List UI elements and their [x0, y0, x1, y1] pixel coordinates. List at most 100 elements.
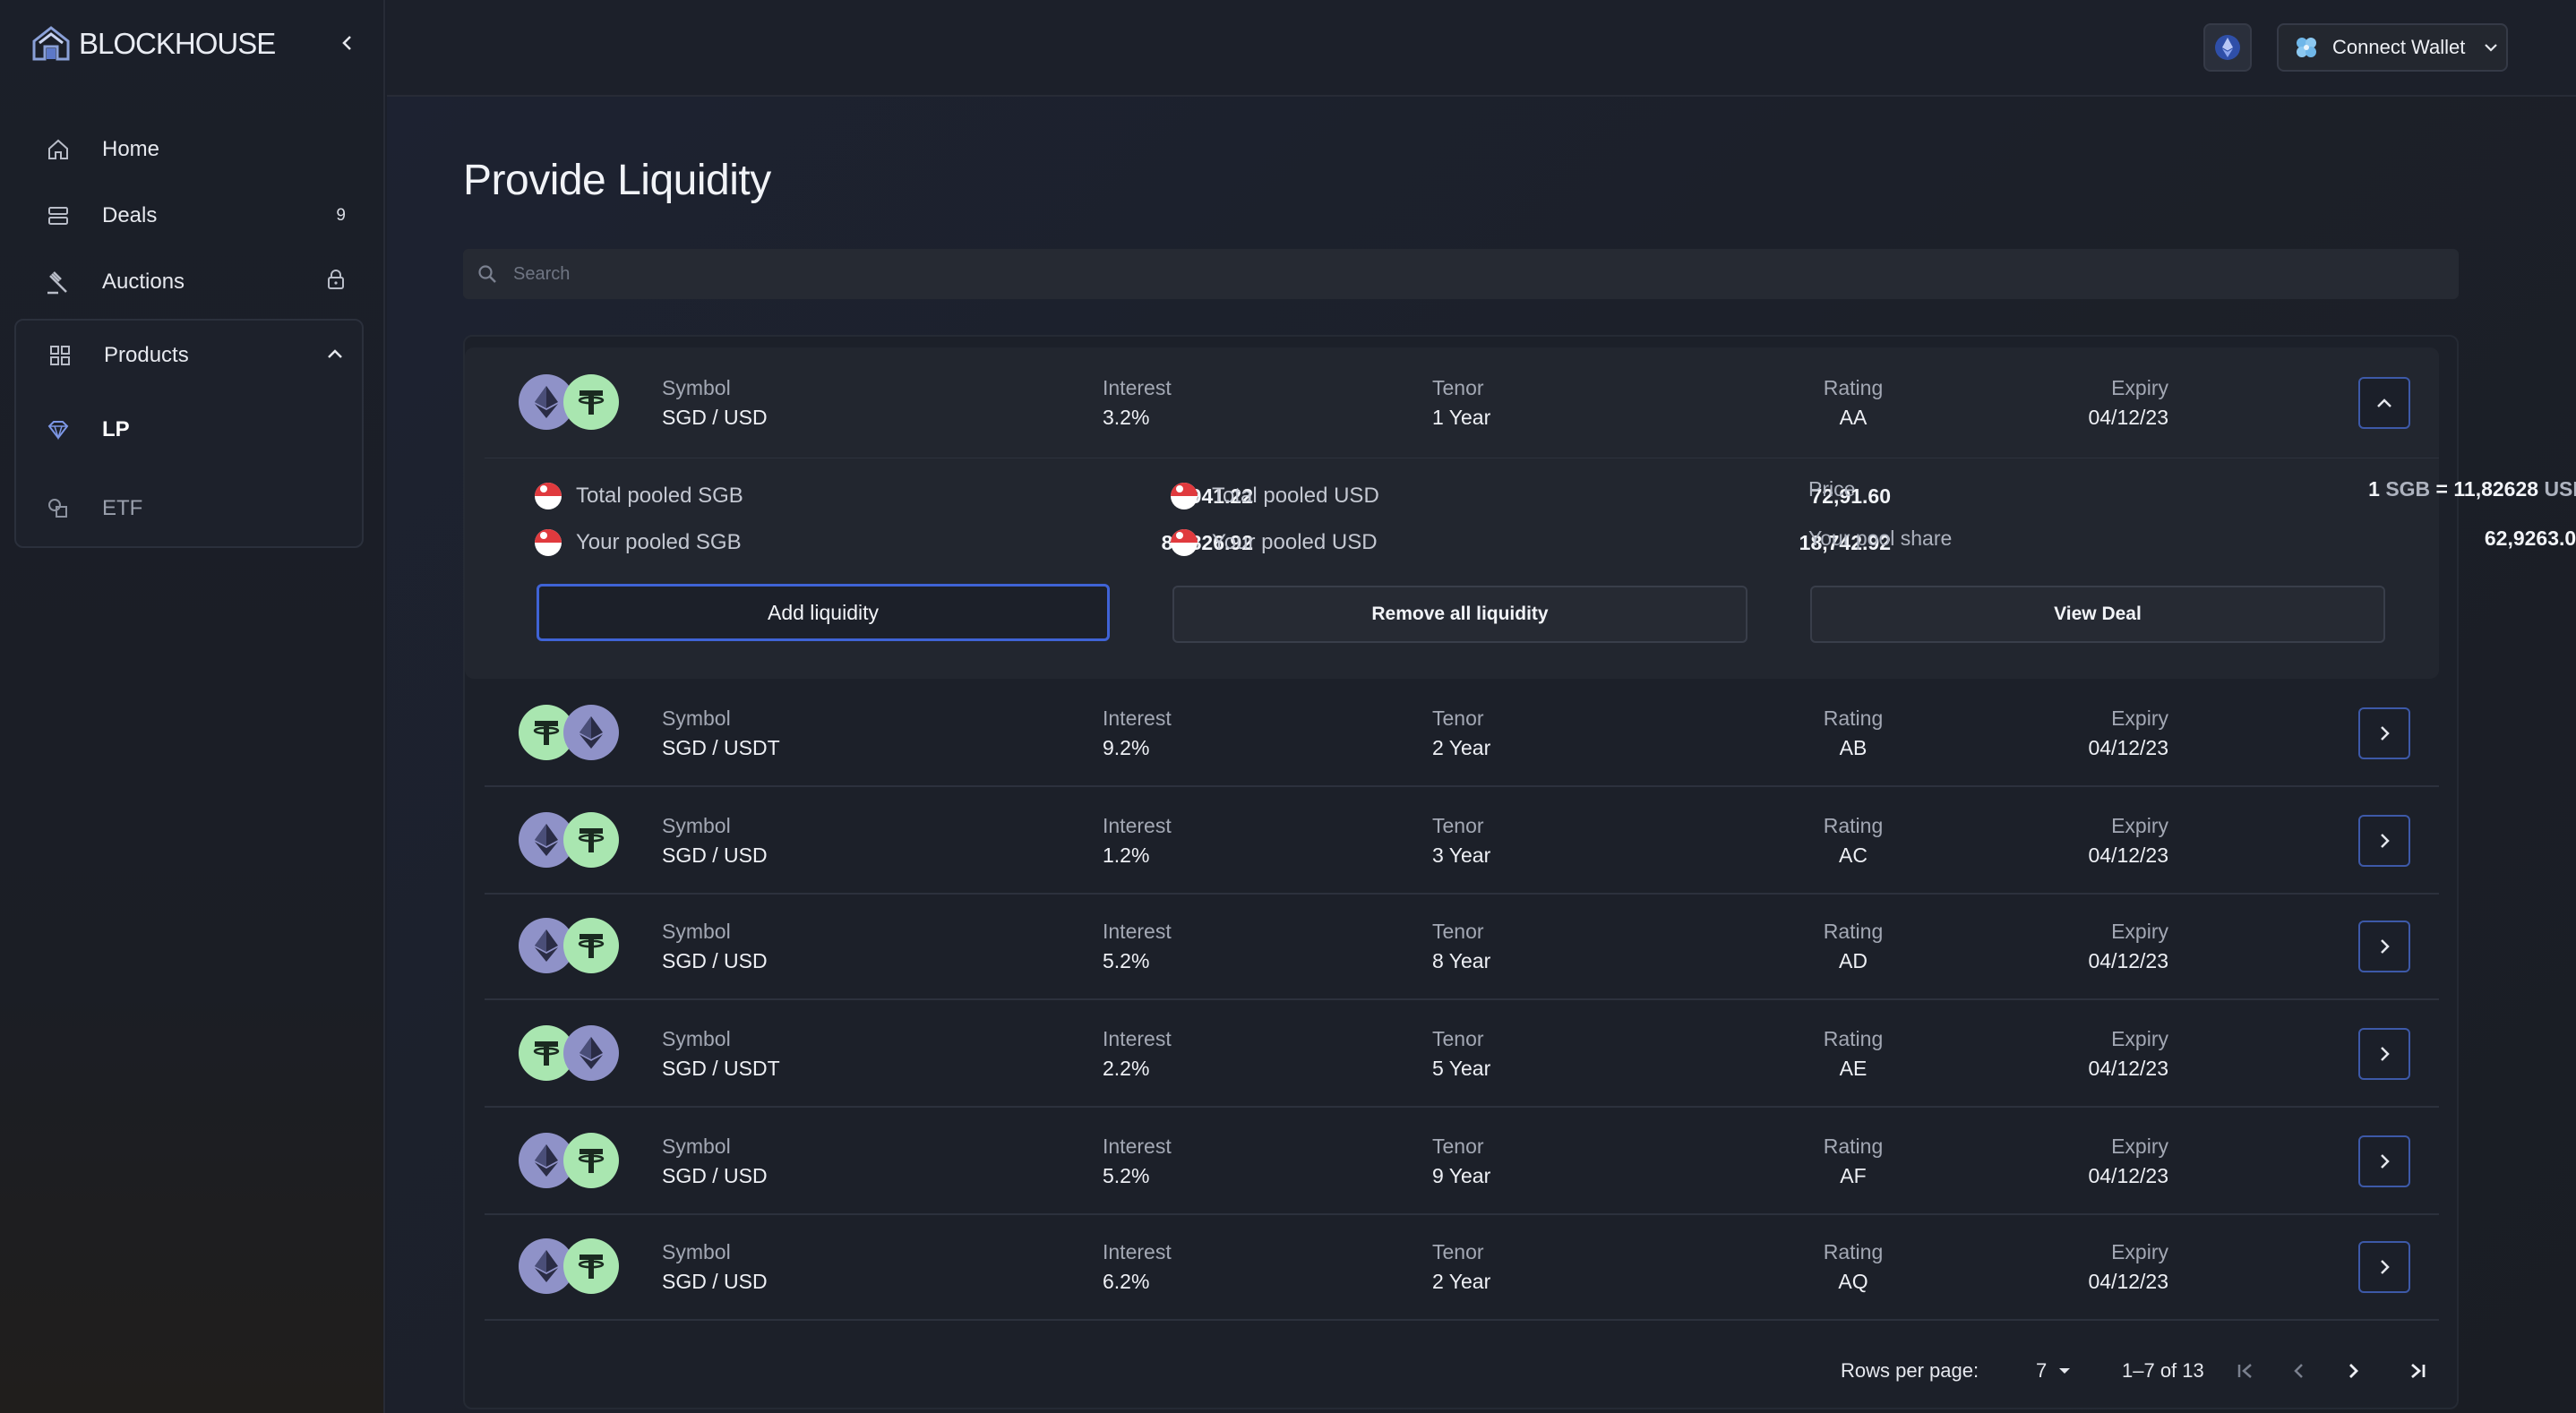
- connect-wallet-button[interactable]: Connect Wallet: [2277, 23, 2508, 72]
- rows-per-page-select[interactable]: 7: [2036, 1359, 2072, 1383]
- tenor-cell: Tenor 2 Year: [1432, 1240, 1490, 1294]
- pool-share-value: 62,9263.01: [2484, 527, 2576, 550]
- expiry-value: 04/12/23: [2088, 1057, 2168, 1080]
- expanded-pool-row: Symbol SGD / USD Interest 3.2% Tenor 1 Y…: [465, 347, 2576, 679]
- sidebar-item-auctions[interactable]: Auctions: [14, 249, 364, 315]
- chevron-right-icon: [2381, 1047, 2390, 1061]
- sidebar-item-lp[interactable]: LP: [16, 390, 362, 469]
- rating-cell: Rating AB: [1798, 706, 1909, 760]
- sidebar-item-home[interactable]: Home: [14, 116, 364, 183]
- expand-row-button[interactable]: [2358, 921, 2410, 972]
- logo[interactable]: BLOCKHOUSE: [30, 23, 276, 64]
- expiry-label: Expiry: [2111, 375, 2168, 399]
- symbol-value: SGD / USD: [662, 1164, 768, 1187]
- coin-pair: [519, 1025, 626, 1083]
- interest-value: 5.2%: [1103, 1164, 1150, 1187]
- tether-coin-icon: [563, 1238, 619, 1294]
- rating-cell: Rating AQ: [1798, 1240, 1909, 1294]
- search-bar[interactable]: [463, 249, 2459, 299]
- symbol-cell: Symbol SGD / USDT: [662, 1027, 780, 1081]
- expand-row-button[interactable]: [2358, 1241, 2410, 1293]
- tenor-cell: Tenor 9 Year: [1432, 1135, 1490, 1188]
- rating-value: AD: [1839, 949, 1868, 972]
- rating-cell: Rating AD: [1798, 920, 1909, 973]
- expiry-label: Expiry: [2111, 1135, 2168, 1158]
- products-group: Products LP ETF: [14, 319, 364, 548]
- house-logo-icon: [32, 26, 70, 61]
- expand-row-button[interactable]: [2358, 1028, 2410, 1080]
- table-row[interactable]: Symbol SGD / USD Interest 1.2% Tenor 3 Y…: [485, 789, 2439, 895]
- rows-per-page-label: Rows per page:: [1841, 1359, 1979, 1382]
- ethereum-coin-icon: [519, 812, 574, 868]
- chevron-right-icon: [2381, 1260, 2390, 1274]
- symbol-cell: Symbol SGD / USD: [662, 814, 768, 868]
- rating-cell: Rating AE: [1798, 1027, 1909, 1081]
- symbol-label: Symbol: [662, 1027, 731, 1050]
- rating-cell: Rating AA: [1798, 376, 1909, 430]
- symbol-value: SGD / USD: [662, 949, 768, 972]
- last-page-icon: [2411, 1363, 2426, 1379]
- sidebar-item-label: Deals: [102, 203, 158, 227]
- table-row[interactable]: Symbol SGD / USDT Interest 2.2% Tenor 5 …: [485, 1002, 2439, 1108]
- table-row[interactable]: Symbol SGD / USD Interest 6.2% Tenor 2 Y…: [485, 1215, 2439, 1321]
- tenor-label: Tenor: [1432, 1027, 1484, 1050]
- search-icon: [478, 265, 496, 283]
- expand-row-button[interactable]: [2358, 707, 2410, 759]
- tether-coin-icon: [563, 918, 619, 973]
- price-unit-sgb: SGB: [2385, 477, 2431, 501]
- topbar: Connect Wallet: [387, 0, 2576, 97]
- tenor-value: 1 Year: [1432, 405, 1491, 429]
- interest-label: Interest: [1103, 706, 1172, 730]
- total-pooled-usd-value: 72,91.60: [1810, 484, 1891, 508]
- interest-cell: Interest 2.2%: [1103, 1027, 1172, 1081]
- chevron-right-icon: [2381, 834, 2390, 848]
- table-row[interactable]: Symbol SGD / USD Interest 3.2% Tenor 1 Y…: [485, 347, 2439, 458]
- symbol-value: SGD / USDT: [662, 1057, 780, 1080]
- shapes-icon: [45, 495, 72, 522]
- gavel-icon: [45, 269, 72, 295]
- first-page-button[interactable]: [2228, 1353, 2263, 1389]
- next-page-button[interactable]: [2335, 1353, 2371, 1389]
- rating-label: Rating: [1823, 1240, 1884, 1263]
- rating-value: AA: [1839, 405, 1868, 429]
- add-liquidity-button[interactable]: Add liquidity: [537, 584, 1110, 641]
- logo-text: BLOCKHOUSE: [79, 27, 276, 60]
- expiry-label: Expiry: [2111, 920, 2168, 943]
- first-page-icon: [2237, 1364, 2252, 1378]
- interest-label: Interest: [1103, 375, 1172, 399]
- page-range: 1–7 of 13: [2122, 1359, 2204, 1382]
- price-prefix: 1: [2368, 477, 2380, 501]
- tenor-cell: Tenor 8 Year: [1432, 920, 1490, 973]
- previous-page-button[interactable]: [2281, 1353, 2317, 1389]
- table-row[interactable]: Symbol SGD / USDT Interest 9.2% Tenor 2 …: [485, 681, 2439, 787]
- sidebar-item-label: Auctions: [102, 270, 185, 294]
- expand-row-button[interactable]: [2358, 1135, 2410, 1187]
- symbol-label: Symbol: [662, 1240, 731, 1263]
- interest-value: 2.2%: [1103, 1057, 1150, 1080]
- remove-all-liquidity-button[interactable]: Remove all liquidity: [1172, 586, 1747, 643]
- sidebar-item-etf[interactable]: ETF: [16, 469, 362, 548]
- expiry-cell: Expiry 04/12/23: [2043, 1027, 2168, 1081]
- tenor-label: Tenor: [1432, 706, 1484, 730]
- last-page-button[interactable]: [2400, 1353, 2435, 1389]
- expiry-cell: Expiry 04/12/23: [2043, 920, 2168, 973]
- symbol-cell: Symbol SGD / USD: [662, 376, 768, 430]
- sidebar-item-deals[interactable]: Home Deals 9: [14, 183, 364, 249]
- expand-row-button[interactable]: [2358, 815, 2410, 867]
- rating-value: AB: [1839, 736, 1868, 759]
- collapse-row-button[interactable]: [2358, 376, 2410, 429]
- sidebar-item-products[interactable]: Products: [16, 321, 362, 390]
- tenor-value: 3 Year: [1432, 844, 1491, 867]
- table-row[interactable]: Symbol SGD / USD Interest 5.2% Tenor 8 Y…: [485, 895, 2439, 1000]
- total-pooled-usd: Total pooled USD: [1171, 483, 1379, 510]
- network-button[interactable]: [2203, 23, 2252, 72]
- price-value: 1 SGB = 11,82628 USD: [2113, 477, 2576, 501]
- collapse-sidebar-button[interactable]: [331, 27, 364, 59]
- your-pooled-usd-value: 18,742.92: [1799, 531, 1891, 554]
- view-deal-button[interactable]: View Deal: [1810, 586, 2385, 643]
- coin-pair: [519, 705, 626, 762]
- table-row[interactable]: Symbol SGD / USD Interest 5.2% Tenor 9 Y…: [485, 1109, 2439, 1215]
- search-input[interactable]: [513, 263, 2305, 285]
- symbol-value: SGD / USDT: [662, 736, 780, 759]
- expiry-cell: Expiry 04/12/23: [2043, 706, 2168, 760]
